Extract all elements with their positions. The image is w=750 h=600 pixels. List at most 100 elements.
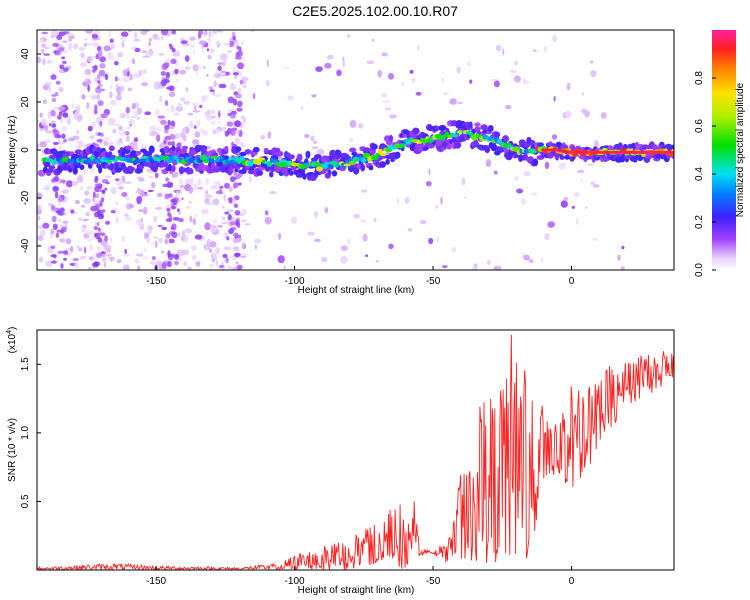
heatmap-noise-cell <box>127 30 132 33</box>
heatmap-noise-cell <box>47 59 51 65</box>
heatmap-noise-cell <box>43 53 51 56</box>
heatmap-noise-cell <box>180 40 188 44</box>
heatmap-noise-cell <box>61 56 65 60</box>
heatmap-noise-cell <box>61 125 68 132</box>
heatmap-noise-cell <box>544 45 547 53</box>
heatmap-noise-cell <box>51 215 57 223</box>
colorbar-tick-label: 0.8 <box>694 71 705 85</box>
heatmap-noise-cell <box>209 263 214 268</box>
heatmap-noise-cell <box>451 246 456 253</box>
heatmap-noise-cell <box>128 119 136 125</box>
heatmap-ridge-cell <box>145 159 150 163</box>
heatmap-noise-cell <box>179 70 187 75</box>
heatmap-noise-cell <box>135 190 142 194</box>
heatmap-noise-cell <box>180 132 184 138</box>
heatmap-ridge-cell <box>98 165 103 174</box>
heatmap-noise-cell <box>215 258 219 267</box>
heatmap-noise-cell <box>100 132 104 137</box>
heatmap-noise-cell <box>141 256 148 259</box>
heatmap-ridge-cell <box>556 142 561 149</box>
heatmap-noise-cell <box>52 186 59 192</box>
heatmap-noise-cell <box>181 249 190 256</box>
heatmap-noise-cell <box>119 112 127 119</box>
heatmap-noise-cell <box>96 74 101 80</box>
heatmap-ridge-cell <box>422 146 429 151</box>
heatmap-ridge-cell <box>238 156 245 162</box>
heatmap-noise-cell <box>171 48 176 53</box>
heatmap-noise-cell <box>88 256 94 261</box>
heatmap-noise-cell <box>151 255 156 261</box>
heatmap-ridge-cell <box>474 126 481 132</box>
heatmap-noise-cell <box>237 182 242 186</box>
heatmap-noise-cell <box>53 144 56 150</box>
heatmap-noise-cell <box>172 217 180 221</box>
heatmap-noise-cell <box>68 38 72 42</box>
heatmap-noise-cell <box>101 88 105 92</box>
heatmap-noise-cell <box>142 206 148 215</box>
heatmap-noise-cell <box>227 50 233 53</box>
heatmap-noise-cell <box>278 232 282 241</box>
heatmap-noise-cell <box>213 253 217 261</box>
heatmap-noise-cell <box>241 76 249 81</box>
heatmap-noise-cell <box>218 83 227 89</box>
heatmap-noise-cell <box>166 207 171 212</box>
heatmap-noise-cell <box>566 82 571 91</box>
heatmap-noise-cell <box>153 215 158 222</box>
heatmap-noise-cell <box>42 222 50 229</box>
spectrogram-x-label: Height of straight line (km) <box>298 285 415 296</box>
heatmap-noise-cell <box>181 197 184 201</box>
heatmap-ridge-cell <box>394 151 401 159</box>
heatmap-noise-cell <box>316 148 325 155</box>
heatmap-noise-cell <box>168 43 173 48</box>
heatmap-noise-cell <box>189 120 194 129</box>
heatmap-noise-cell <box>226 109 233 112</box>
heatmap-noise-cell <box>86 185 93 190</box>
heatmap-noise-cell <box>236 264 243 270</box>
heatmap-noise-cell <box>124 216 132 221</box>
heatmap-noise-cell <box>304 133 310 139</box>
heatmap-ridge-cell <box>102 157 110 161</box>
heatmap-noise-cell <box>387 73 395 80</box>
heatmap-noise-cell <box>226 209 235 212</box>
heatmap-noise-cell <box>493 80 500 88</box>
spectrogram-y-tick-label: 20 <box>20 96 31 108</box>
snr-y-label: SNR (10 * v/v) <box>7 418 18 482</box>
heatmap-noise-cell <box>160 71 166 76</box>
heatmap-noise-cell <box>362 233 368 242</box>
heatmap-noise-cell <box>571 205 575 209</box>
spectrogram-x-tick-label: 0 <box>569 276 575 287</box>
heatmap-ridge-cell <box>494 131 501 138</box>
heatmap-ridge-cell <box>178 166 185 175</box>
heatmap-noise-cell <box>39 141 47 148</box>
heatmap-noise-cell <box>189 36 196 41</box>
heatmap-noise-cell <box>156 134 161 143</box>
heatmap-noise-cell <box>81 204 86 208</box>
heatmap-noise-cell <box>74 261 79 268</box>
heatmap-noise-cell <box>415 91 422 96</box>
heatmap-noise-cell <box>131 58 136 65</box>
heatmap-noise-cell <box>80 52 85 59</box>
heatmap-noise-cell <box>177 102 183 108</box>
heatmap-ridge-cell <box>296 153 303 162</box>
heatmap-noise-cell <box>236 129 240 134</box>
heatmap-noise-cell <box>210 184 219 190</box>
heatmap-noise-cell <box>221 216 226 221</box>
heatmap-noise-cell <box>204 222 211 231</box>
heatmap-noise-cell <box>62 220 69 224</box>
heatmap-noise-cell <box>78 217 82 221</box>
heatmap-noise-cell <box>493 265 502 270</box>
heatmap-noise-cell <box>264 210 269 216</box>
heatmap-noise-cell <box>287 95 294 101</box>
heatmap-noise-cell <box>60 262 64 269</box>
heatmap-noise-cell <box>212 198 220 205</box>
heatmap-ridge-cell <box>79 164 85 170</box>
spectrogram-y-label: Frequency (Hz) <box>7 116 18 185</box>
heatmap-noise-cell <box>87 239 93 242</box>
heatmap-noise-cell <box>52 128 58 133</box>
heatmap-noise-cell <box>96 86 101 89</box>
heatmap-noise-cell <box>218 110 221 119</box>
heatmap-ridge-cell <box>502 135 509 143</box>
heatmap-noise-cell <box>212 180 220 184</box>
heatmap-noise-cell <box>241 39 244 46</box>
